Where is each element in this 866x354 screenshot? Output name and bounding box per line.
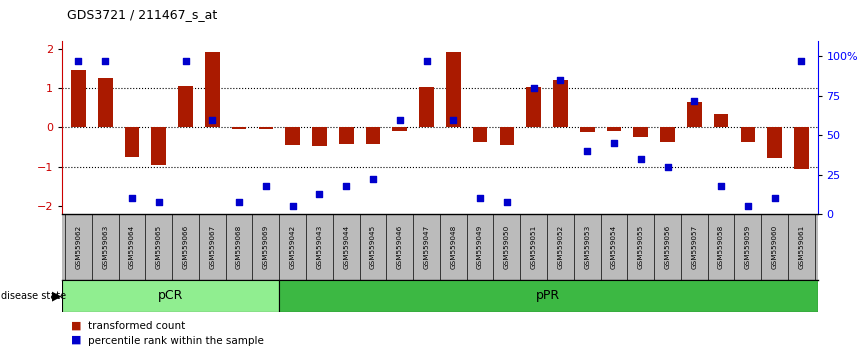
Bar — [71, 70, 86, 127]
Text: GSM559054: GSM559054 — [611, 225, 617, 269]
Text: GSM559046: GSM559046 — [397, 225, 403, 269]
Text: percentile rank within the sample: percentile rank within the sample — [88, 336, 264, 346]
Text: GSM559068: GSM559068 — [236, 225, 242, 269]
Text: GSM559056: GSM559056 — [664, 225, 670, 269]
Text: GDS3721 / 211467_s_at: GDS3721 / 211467_s_at — [67, 8, 216, 21]
Point — [768, 195, 782, 201]
Point — [286, 204, 300, 209]
Point — [152, 199, 165, 204]
Text: GSM559043: GSM559043 — [316, 225, 322, 269]
Bar — [312, 127, 326, 146]
Text: GSM559062: GSM559062 — [75, 225, 81, 269]
Text: GSM559045: GSM559045 — [370, 225, 376, 269]
Point — [232, 199, 246, 204]
Bar — [62, 280, 279, 312]
Point — [205, 117, 219, 122]
Text: GSM559048: GSM559048 — [450, 225, 456, 269]
Point — [178, 58, 192, 64]
Point — [366, 177, 380, 182]
Text: GSM559058: GSM559058 — [718, 225, 724, 269]
Point — [634, 156, 648, 162]
Bar — [473, 127, 488, 142]
Bar — [125, 127, 139, 157]
Bar — [633, 127, 648, 137]
Text: GSM559063: GSM559063 — [102, 225, 108, 269]
Bar — [365, 127, 380, 144]
Point — [339, 183, 353, 189]
Bar — [419, 87, 434, 127]
Text: GSM559049: GSM559049 — [477, 225, 483, 269]
Bar — [606, 127, 621, 131]
Point — [580, 148, 594, 154]
Bar — [767, 127, 782, 158]
Text: GSM559050: GSM559050 — [504, 225, 510, 269]
Text: ■: ■ — [71, 321, 81, 331]
Text: GSM559057: GSM559057 — [691, 225, 697, 269]
Text: GSM559067: GSM559067 — [210, 225, 216, 269]
Bar — [794, 127, 809, 169]
Text: ■: ■ — [71, 335, 81, 345]
Point — [473, 195, 487, 201]
Text: GSM559047: GSM559047 — [423, 225, 430, 269]
Point — [313, 191, 326, 196]
Bar — [553, 80, 568, 127]
Text: pCR: pCR — [158, 289, 184, 302]
Bar — [232, 127, 247, 130]
Point — [446, 117, 460, 122]
Text: GSM559052: GSM559052 — [558, 225, 564, 269]
Point — [741, 204, 755, 209]
Point — [794, 58, 808, 64]
Point — [98, 58, 112, 64]
Text: GSM559051: GSM559051 — [531, 225, 537, 269]
Point — [72, 58, 86, 64]
Text: transformed count: transformed count — [88, 321, 185, 331]
Text: disease state: disease state — [1, 291, 66, 301]
Text: GSM559064: GSM559064 — [129, 225, 135, 269]
Text: ▶: ▶ — [52, 289, 61, 302]
Bar — [392, 127, 407, 131]
Point — [125, 195, 139, 201]
Bar — [339, 127, 353, 144]
Bar — [259, 127, 274, 130]
Bar — [714, 114, 728, 127]
Bar — [527, 87, 541, 127]
Bar — [740, 127, 755, 142]
Bar — [178, 86, 193, 127]
Bar — [500, 127, 514, 145]
Text: GSM559042: GSM559042 — [289, 225, 295, 269]
Text: GSM559060: GSM559060 — [772, 225, 778, 269]
Text: GSM559065: GSM559065 — [156, 225, 162, 269]
Text: GSM559044: GSM559044 — [343, 225, 349, 269]
Text: GSM559055: GSM559055 — [637, 225, 643, 269]
Point — [527, 85, 540, 91]
Point — [553, 77, 567, 83]
Point — [393, 117, 407, 122]
Bar — [687, 102, 701, 127]
Bar — [205, 52, 220, 127]
Bar — [660, 127, 675, 142]
Text: GSM559061: GSM559061 — [798, 225, 805, 269]
Bar — [446, 52, 461, 127]
Text: pPR: pPR — [536, 289, 560, 302]
Point — [714, 183, 728, 189]
Text: GSM559069: GSM559069 — [263, 225, 268, 269]
Point — [661, 164, 675, 170]
Point — [500, 199, 514, 204]
Bar — [580, 127, 595, 132]
Text: GSM559066: GSM559066 — [183, 225, 189, 269]
Bar — [279, 280, 818, 312]
Bar — [152, 127, 166, 165]
Point — [607, 141, 621, 146]
Text: GSM559059: GSM559059 — [745, 225, 751, 269]
Bar — [98, 78, 113, 127]
Text: GSM559053: GSM559053 — [585, 225, 591, 269]
Bar — [285, 127, 300, 145]
Point — [259, 183, 273, 189]
Point — [420, 58, 434, 64]
Point — [688, 98, 701, 103]
